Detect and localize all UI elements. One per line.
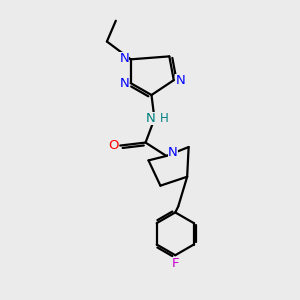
Text: F: F bbox=[172, 257, 179, 270]
Text: N: N bbox=[146, 112, 156, 125]
Text: H: H bbox=[160, 112, 168, 125]
Text: N: N bbox=[176, 74, 185, 87]
Text: N: N bbox=[168, 146, 178, 159]
Text: N: N bbox=[119, 52, 129, 65]
Text: O: O bbox=[109, 139, 119, 152]
Text: N: N bbox=[119, 77, 129, 90]
